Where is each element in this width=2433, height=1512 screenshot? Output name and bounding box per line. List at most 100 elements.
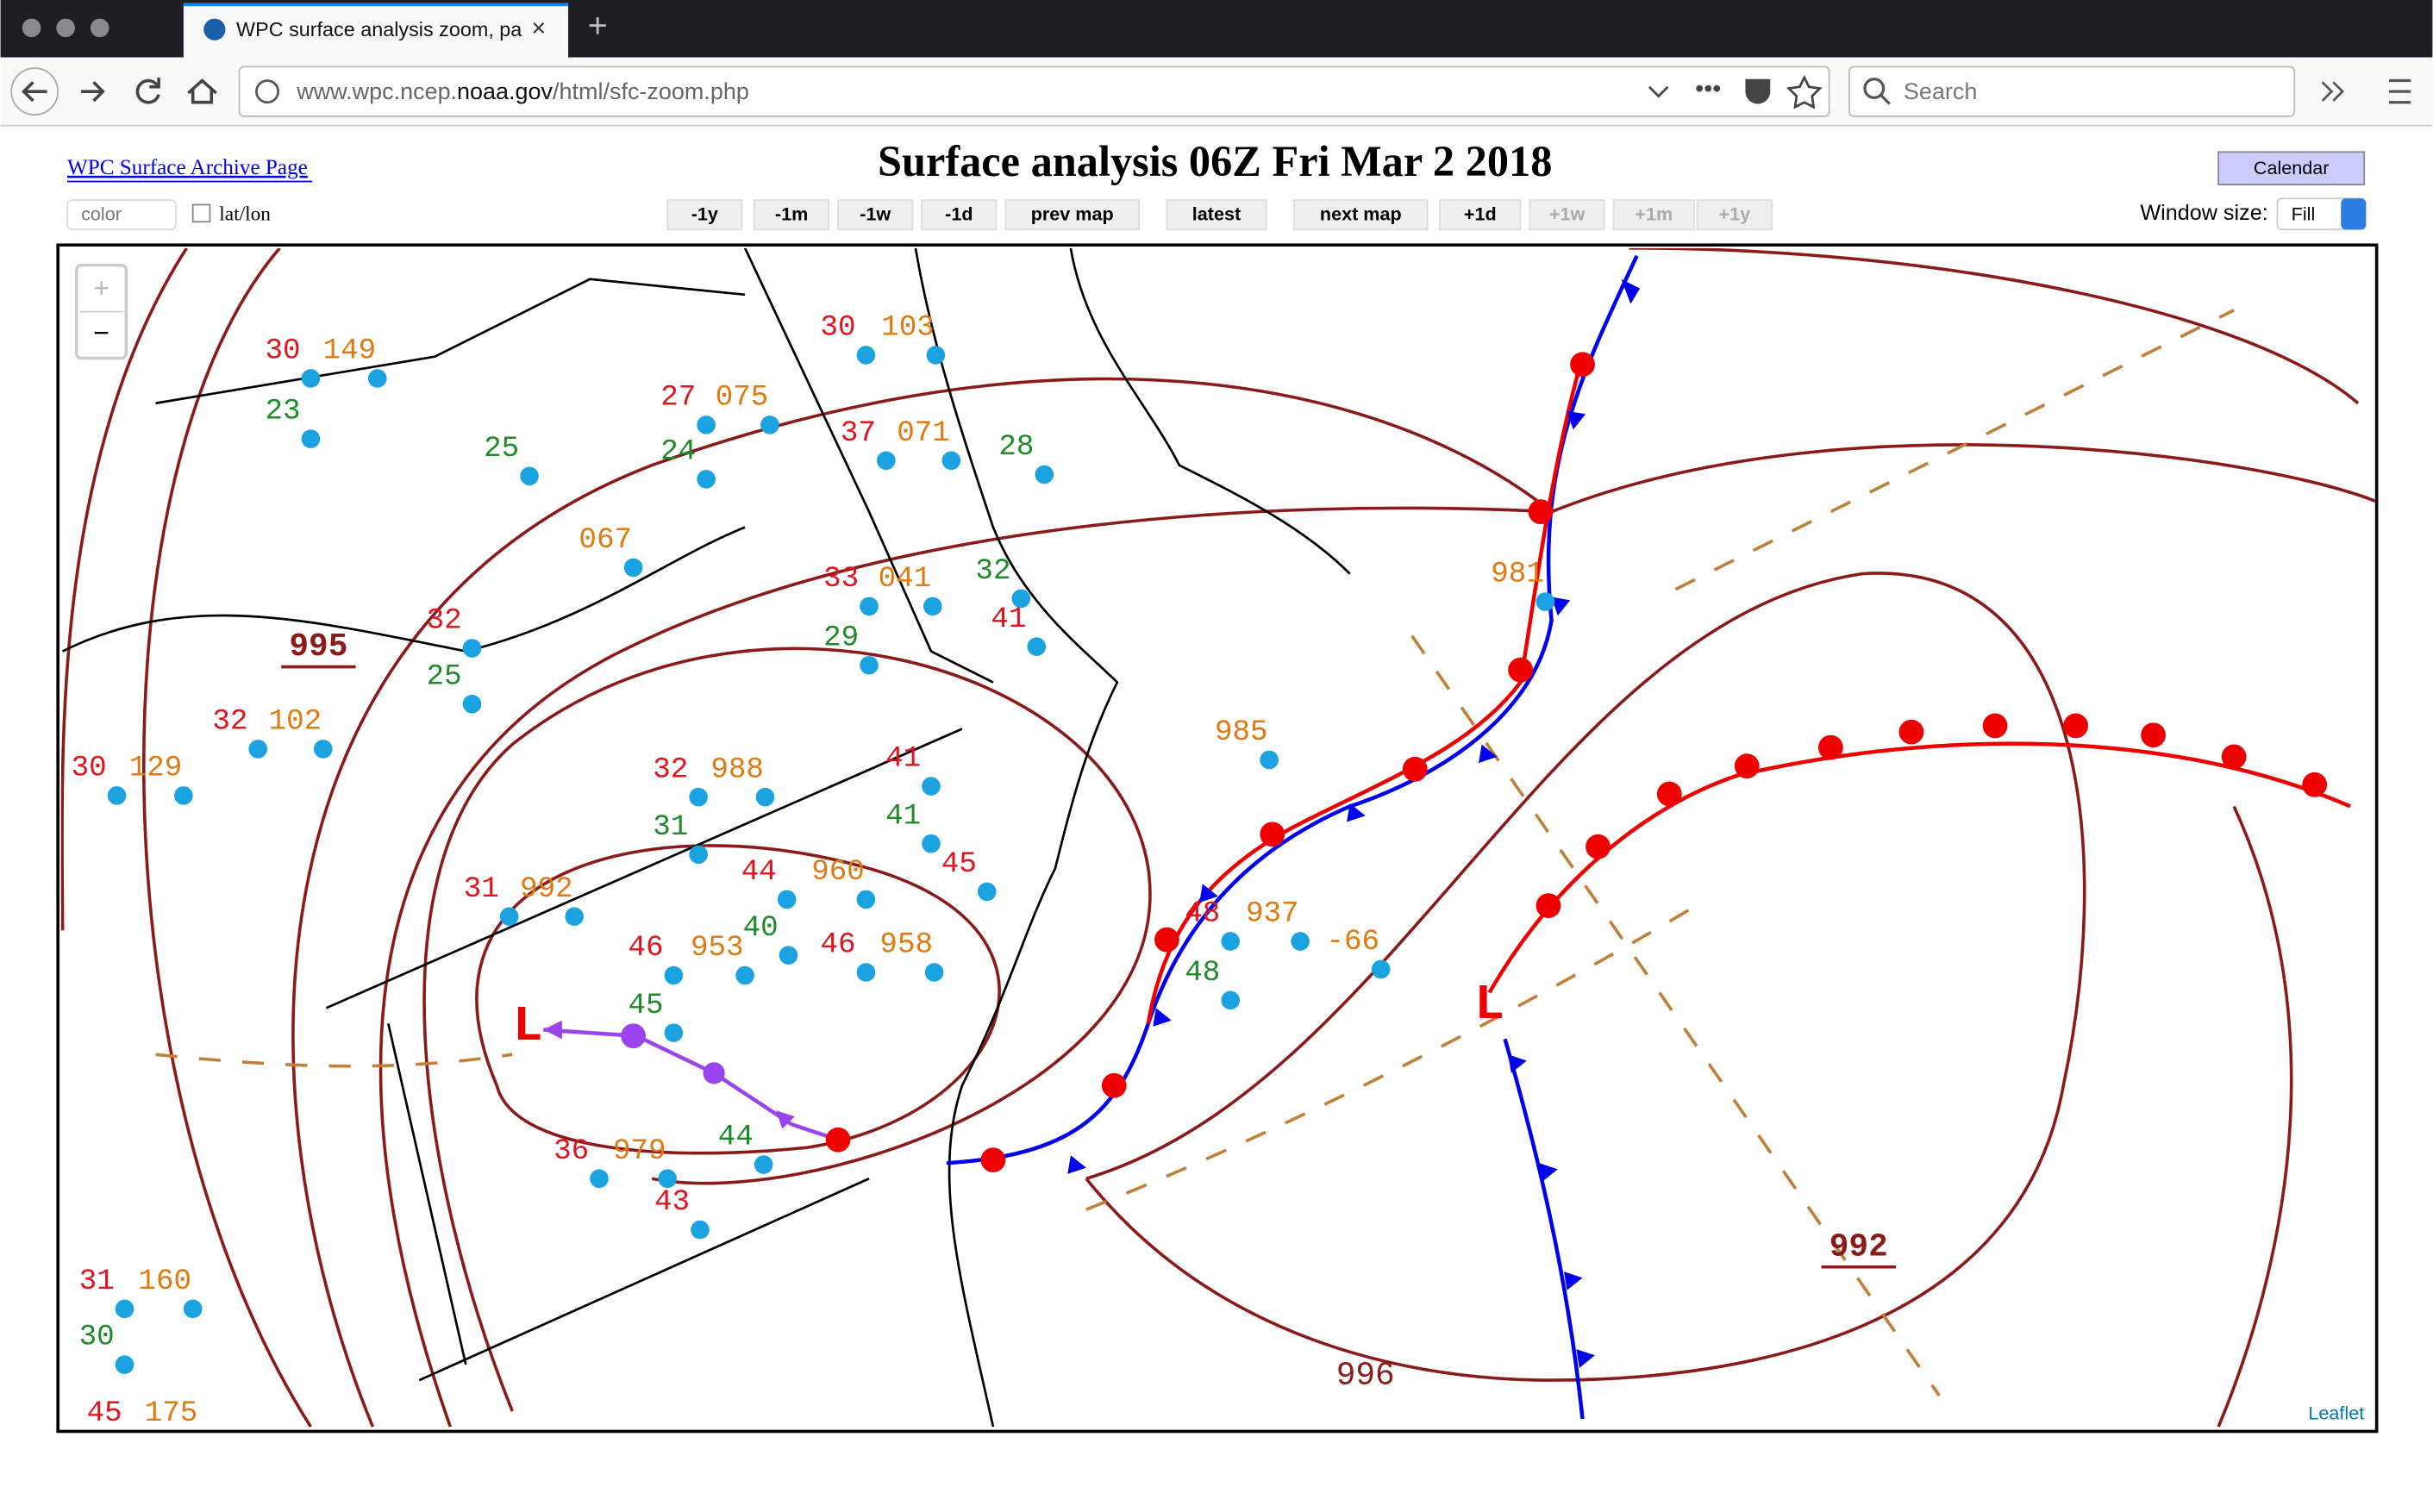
- station-dot: [754, 1155, 773, 1174]
- station-label: 46: [821, 929, 856, 962]
- isobar: [1629, 247, 2360, 405]
- station-label: 041: [879, 563, 932, 596]
- search-box[interactable]: [1848, 66, 2296, 117]
- reload-button[interactable]: [135, 77, 160, 104]
- pocket-button[interactable]: [1745, 78, 1771, 104]
- attribution[interactable]: Leaflet: [2308, 1402, 2364, 1423]
- nav-button-label: +1d: [1464, 203, 1497, 225]
- map-layers: 30 149 23 25 24 27 075 30 103 37 071 28 33 041 29 32 41 3…: [60, 247, 2375, 1450]
- archive-link[interactable]: WPC Surface Archive Page: [67, 156, 308, 179]
- station-dot: [689, 787, 708, 807]
- nav-button[interactable]: [921, 199, 998, 231]
- station-dot: [977, 882, 997, 902]
- tab-favicon: [203, 18, 226, 41]
- station-dot: [860, 597, 879, 616]
- station-dot: [926, 346, 946, 365]
- url-bar[interactable]: [238, 66, 1830, 117]
- station-label: 29: [823, 622, 859, 654]
- station-label: 953: [691, 932, 744, 965]
- isobar-label: 995: [289, 629, 347, 665]
- nav-button[interactable]: [837, 199, 914, 231]
- station-dot: [664, 965, 684, 985]
- station-label: 30: [72, 753, 107, 785]
- nav-button[interactable]: [1439, 199, 1522, 231]
- station-label: 31: [653, 811, 688, 844]
- station-label: 28: [998, 431, 1034, 464]
- nav-button[interactable]: [666, 199, 743, 231]
- tab-close[interactable]: ×: [531, 15, 546, 42]
- back-button[interactable]: [10, 67, 59, 116]
- zoom-out[interactable]: −: [93, 317, 109, 348]
- url-path: /html/sfc-zoom.php: [553, 78, 749, 104]
- trough: [155, 1053, 513, 1068]
- station-label: -66: [1327, 926, 1380, 959]
- back-icon: [22, 81, 47, 103]
- nav-button-label: +1m: [1635, 203, 1673, 225]
- isobar: [141, 247, 312, 1428]
- station-dot: [697, 415, 716, 434]
- isobar: [2217, 805, 2293, 1428]
- nav-button[interactable]: [1166, 199, 1267, 231]
- station-label: 071: [897, 417, 950, 450]
- station-label: 41: [885, 800, 921, 833]
- station-label: 988: [710, 753, 764, 786]
- station-label: 31: [464, 873, 499, 906]
- station-label: 36: [554, 1135, 589, 1168]
- color-select[interactable]: [66, 199, 177, 231]
- calendar-button[interactable]: [2217, 151, 2366, 185]
- forward-button[interactable]: [81, 81, 105, 103]
- station-label: 960: [811, 856, 865, 889]
- overflow-menu[interactable]: [2321, 81, 2344, 102]
- station-dot: [922, 777, 941, 796]
- nav-button-label: next map: [1320, 203, 1402, 225]
- station-label: 31: [79, 1265, 115, 1298]
- url-prefix: www.wpc.ncep.: [296, 78, 457, 104]
- nav-button[interactable]: [1004, 199, 1140, 231]
- window-close[interactable]: [22, 18, 41, 38]
- station-dot: [1035, 465, 1054, 484]
- station-label: 30: [266, 335, 301, 368]
- search-placeholder: Search: [1904, 78, 1977, 104]
- station-dot: [1260, 750, 1279, 770]
- zoom-in[interactable]: +: [93, 272, 109, 303]
- trough: [1674, 309, 2235, 591]
- station-dot: [301, 369, 321, 388]
- new-tab[interactable]: +: [588, 7, 608, 45]
- station-dot: [123, 1431, 142, 1450]
- url: www.wpc.ncep.noaa.gov/html/sfc-zoom.php: [296, 78, 749, 104]
- url-dropdown[interactable]: [1648, 85, 1669, 98]
- page-actions[interactable]: •••: [1695, 75, 1721, 103]
- nav-button-label: +1w: [1549, 203, 1586, 225]
- bookmark-star[interactable]: [1786, 74, 1823, 109]
- station-label: 103: [881, 312, 935, 345]
- hamburger-menu[interactable]: [2389, 78, 2411, 104]
- station-label: 067: [579, 524, 632, 557]
- station-dot: [856, 346, 876, 365]
- nav-button-label: +1y: [1719, 203, 1751, 225]
- station-label: 48: [1185, 898, 1220, 931]
- home-button[interactable]: [187, 78, 217, 104]
- isobar-label: 992: [1829, 1229, 1888, 1265]
- station-label: 24: [660, 436, 696, 469]
- window-maximize[interactable]: [90, 18, 109, 38]
- station-dot: [755, 787, 775, 807]
- station-dot: [1221, 932, 1240, 951]
- station-dot: [856, 963, 876, 982]
- site-info[interactable]: [255, 79, 279, 104]
- isobar: [422, 647, 1152, 1412]
- nav-button[interactable]: [1293, 199, 1429, 231]
- station-dot: [1371, 959, 1391, 979]
- station-label: 41: [885, 743, 921, 776]
- border: [61, 526, 746, 653]
- window-minimize[interactable]: [56, 18, 75, 38]
- station-dot: [462, 694, 482, 714]
- active-tab[interactable]: [183, 3, 569, 58]
- nav-button[interactable]: [754, 199, 830, 231]
- station-label: 992: [520, 873, 573, 906]
- latlon-checkbox[interactable]: [191, 203, 211, 223]
- station-dot: [856, 890, 876, 909]
- station-dot: [860, 655, 879, 675]
- nav-button-label: latest: [1192, 203, 1241, 225]
- tab-title: WPC surface analysis zoom, pa: [236, 18, 522, 41]
- station-label: 985: [1215, 716, 1268, 749]
